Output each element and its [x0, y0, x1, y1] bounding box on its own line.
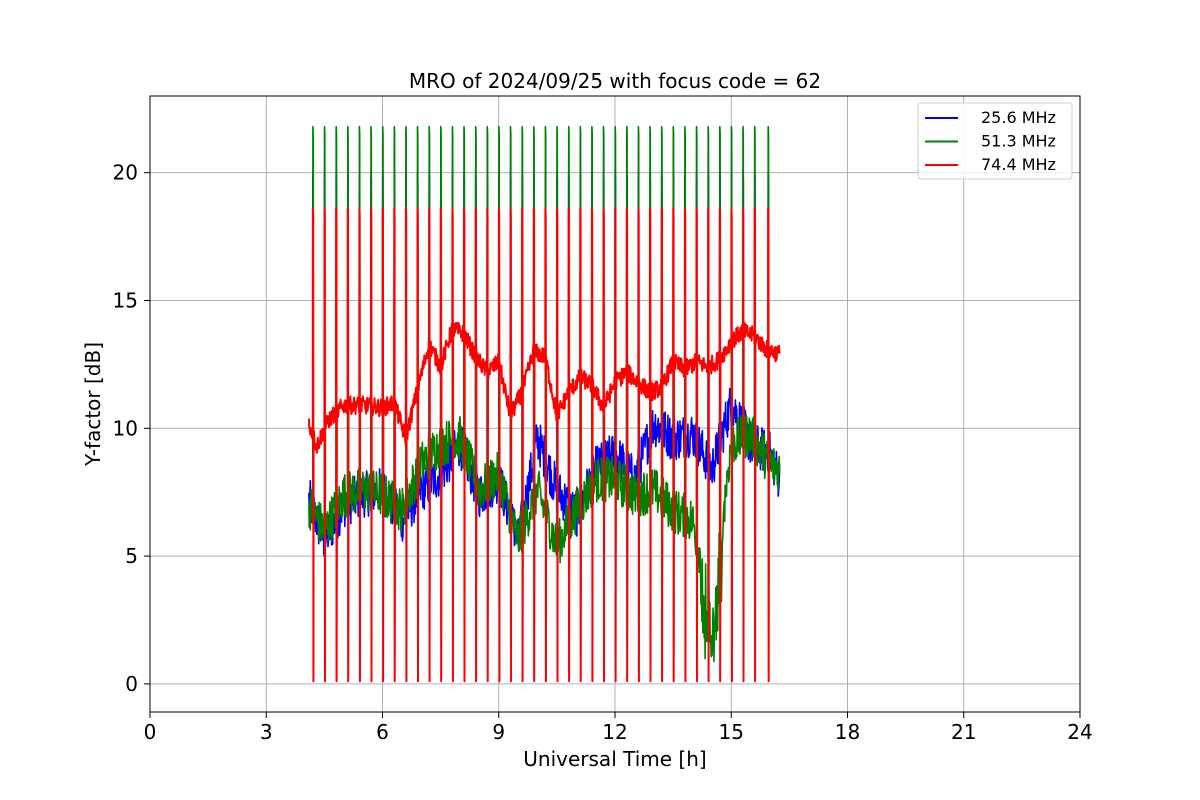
x-tick-label: 15 [719, 720, 744, 744]
chart-title: MRO of 2024/09/25 with focus code = 62 [409, 69, 821, 93]
x-tick-label: 6 [376, 720, 389, 744]
legend-box [917, 102, 1073, 180]
y-tick-label: 10 [113, 416, 138, 440]
tick-layer: 0 3 6 9 12 15 18 21 24 0 5 10 15 20 [113, 161, 1093, 744]
x-tick-label: 12 [602, 720, 627, 744]
y-tick-label: 20 [113, 161, 138, 185]
x-tick-label: 3 [260, 720, 273, 744]
x-tick-label: 21 [951, 720, 976, 744]
legend-label: 51.3 MHz [981, 132, 1056, 151]
x-tick-label: 9 [492, 720, 505, 744]
y-tick-label: 5 [125, 544, 138, 568]
series-line [308, 125, 781, 663]
series-line [307, 207, 781, 683]
y-tick-label: 15 [113, 288, 138, 312]
y-axis-label: Y-factor [dB] [81, 342, 105, 467]
series-51-3-MHz [308, 125, 781, 663]
series-74-4-MHz [307, 207, 781, 683]
x-tick-label: 24 [1067, 720, 1092, 744]
x-axis-label: Universal Time [h] [523, 747, 706, 771]
x-tick-label: 0 [144, 720, 157, 744]
legend: 25.6 MHz 51.3 MHz 74.4 MHz [917, 102, 1073, 180]
legend-label: 25.6 MHz [981, 108, 1056, 127]
y-tick-label: 0 [125, 672, 138, 696]
legend-label: 74.4 MHz [981, 155, 1056, 174]
x-tick-label: 18 [835, 720, 860, 744]
legend-entries: 25.6 MHz 51.3 MHz 74.4 MHz [925, 108, 1056, 174]
series-layer [307, 125, 781, 683]
